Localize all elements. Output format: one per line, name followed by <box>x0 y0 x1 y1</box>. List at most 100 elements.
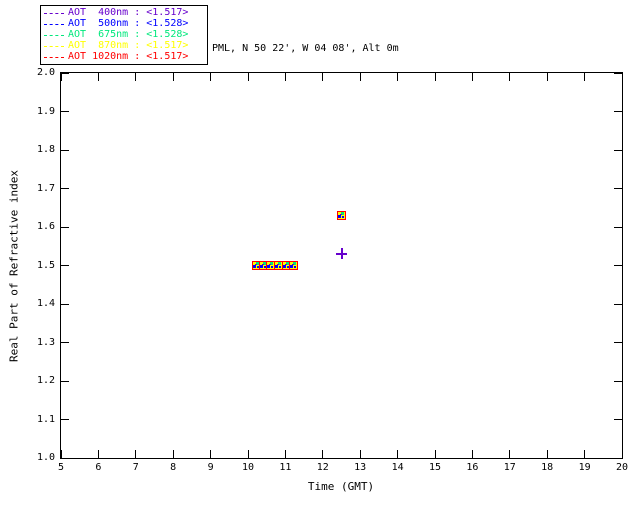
x-tick-label: 12 <box>316 462 329 473</box>
x-tick-label: 7 <box>132 462 139 473</box>
marker-inner-blue <box>283 265 287 268</box>
x-tick-label: 10 <box>241 462 255 473</box>
y-tick-label: 1.5 <box>36 259 55 271</box>
legend: AOT 400nm : <1.517> AOT 500nm : <1.528> AO… <box>40 5 208 65</box>
y-axis-tick <box>61 188 69 189</box>
marker-inner-purple <box>262 264 265 265</box>
y-axis-tick <box>61 342 69 343</box>
marker-inner-blue2 <box>294 266 297 268</box>
x-axis-top-tick <box>434 73 436 81</box>
x-axis-tick <box>284 450 286 458</box>
legend-entry-label: AOT 1020nm : <1.517> <box>68 51 189 62</box>
y-axis-right-tick <box>614 72 622 74</box>
legend-entry: AOT 870nm : <1.517> <box>44 41 204 51</box>
legend-dash-line <box>44 23 64 25</box>
x-axis-top-tick <box>322 73 324 81</box>
y-axis-tick <box>61 149 69 151</box>
x-axis-tick <box>359 450 361 458</box>
x-tick-label: 8 <box>170 462 177 473</box>
x-axis-top-tick <box>172 73 174 81</box>
marker-inner-blue2 <box>279 266 282 268</box>
data-point-marker <box>337 210 346 220</box>
y-tick-label: 2.0 <box>36 67 55 78</box>
legend-entry: AOT 400nm : <1.517> <box>44 8 204 18</box>
x-axis-top-tick <box>210 73 212 81</box>
y-tick-label: 1.2 <box>36 375 55 386</box>
marker-inner-green <box>278 262 282 265</box>
x-axis-top-tick <box>359 73 361 81</box>
x-tick-label: 16 <box>466 462 479 473</box>
marker-inner-blue <box>290 265 294 268</box>
y-axis-tick <box>61 380 69 382</box>
marker-inner-green <box>263 262 267 265</box>
marker-inner-green <box>293 262 297 265</box>
x-tick-label: 18 <box>541 462 554 473</box>
x-axis-tick <box>397 450 399 458</box>
x-axis-top-tick <box>397 73 399 81</box>
legend-dash-line <box>44 45 64 47</box>
y-axis-tick <box>61 265 69 266</box>
y-axis-tick <box>61 226 69 228</box>
x-axis-tick <box>621 450 623 458</box>
marker-inner-purple <box>277 264 280 265</box>
x-axis-tick <box>584 450 586 458</box>
x-axis-tick <box>546 450 548 458</box>
x-axis-tick <box>210 450 212 458</box>
data-point-marker <box>289 261 299 270</box>
y-tick-label: 1.3 <box>36 336 55 348</box>
x-axis-tick <box>471 450 473 458</box>
marker-inner-purple <box>269 264 272 265</box>
plot-area <box>60 72 623 459</box>
x-axis-top-tick <box>584 73 586 81</box>
x-tick-label: 15 <box>428 462 442 473</box>
x-tick-label: 20 <box>615 462 629 473</box>
y-axis-tick <box>61 457 69 459</box>
marker-inner-purple <box>255 264 258 265</box>
x-tick-label: 6 <box>95 462 102 473</box>
legend-entry-label: AOT 870nm : <1.517> <box>68 40 189 51</box>
y-axis-right-tick <box>614 149 622 151</box>
marker-inner-blue2 <box>342 215 344 218</box>
x-axis-tick <box>247 450 249 458</box>
marker-inner-blue2 <box>257 266 260 268</box>
y-axis-label: Real Part of Refractive index <box>7 169 21 363</box>
y-axis-right-tick <box>614 111 622 112</box>
y-tick-label: 1.8 <box>36 144 55 155</box>
x-axis-top-tick <box>97 73 99 81</box>
data-point-plus-marker <box>336 248 347 260</box>
legend-dash-line <box>44 12 64 14</box>
marker-inner-blue <box>253 265 257 268</box>
x-axis-tick <box>172 450 174 458</box>
marker-inner-blue <box>275 265 279 268</box>
x-axis-top-tick <box>621 73 623 81</box>
x-axis-tick <box>60 450 62 458</box>
x-axis-top-tick <box>284 73 286 81</box>
marker-inner-blue <box>267 265 271 268</box>
x-axis-tick <box>434 450 436 458</box>
x-axis-label: Time (GMT) <box>307 480 375 493</box>
x-axis-top-tick <box>546 73 548 81</box>
legend-dash-line <box>44 34 64 36</box>
y-axis-tick <box>61 303 69 305</box>
y-tick-label: 1.0 <box>36 452 55 463</box>
marker-inner-green <box>341 211 344 215</box>
legend-entry: AOT 1020nm : <1.517> <box>44 52 204 62</box>
marker-inner-green <box>256 262 260 265</box>
x-tick-label: 17 <box>503 462 516 473</box>
y-axis-right-tick <box>614 457 622 459</box>
x-tick-label: 13 <box>354 462 367 473</box>
legend-entry-label: AOT 400nm : <1.517> <box>68 7 189 18</box>
y-tick-label: 1.1 <box>36 413 55 425</box>
y-tick-label: 1.6 <box>36 221 55 232</box>
x-axis-tick <box>322 450 324 458</box>
marker-inner-blue2 <box>264 266 267 268</box>
legend-entry: AOT 675nm : <1.528> <box>44 30 204 40</box>
y-axis-right-tick <box>614 265 622 266</box>
marker-inner-purple <box>292 264 295 265</box>
legend-entry-label: AOT 675nm : <1.528> <box>68 29 189 40</box>
x-axis-top-tick <box>247 73 249 81</box>
y-axis-right-tick <box>614 303 622 305</box>
y-axis-right-tick <box>614 226 622 228</box>
x-axis-top-tick <box>135 73 137 81</box>
